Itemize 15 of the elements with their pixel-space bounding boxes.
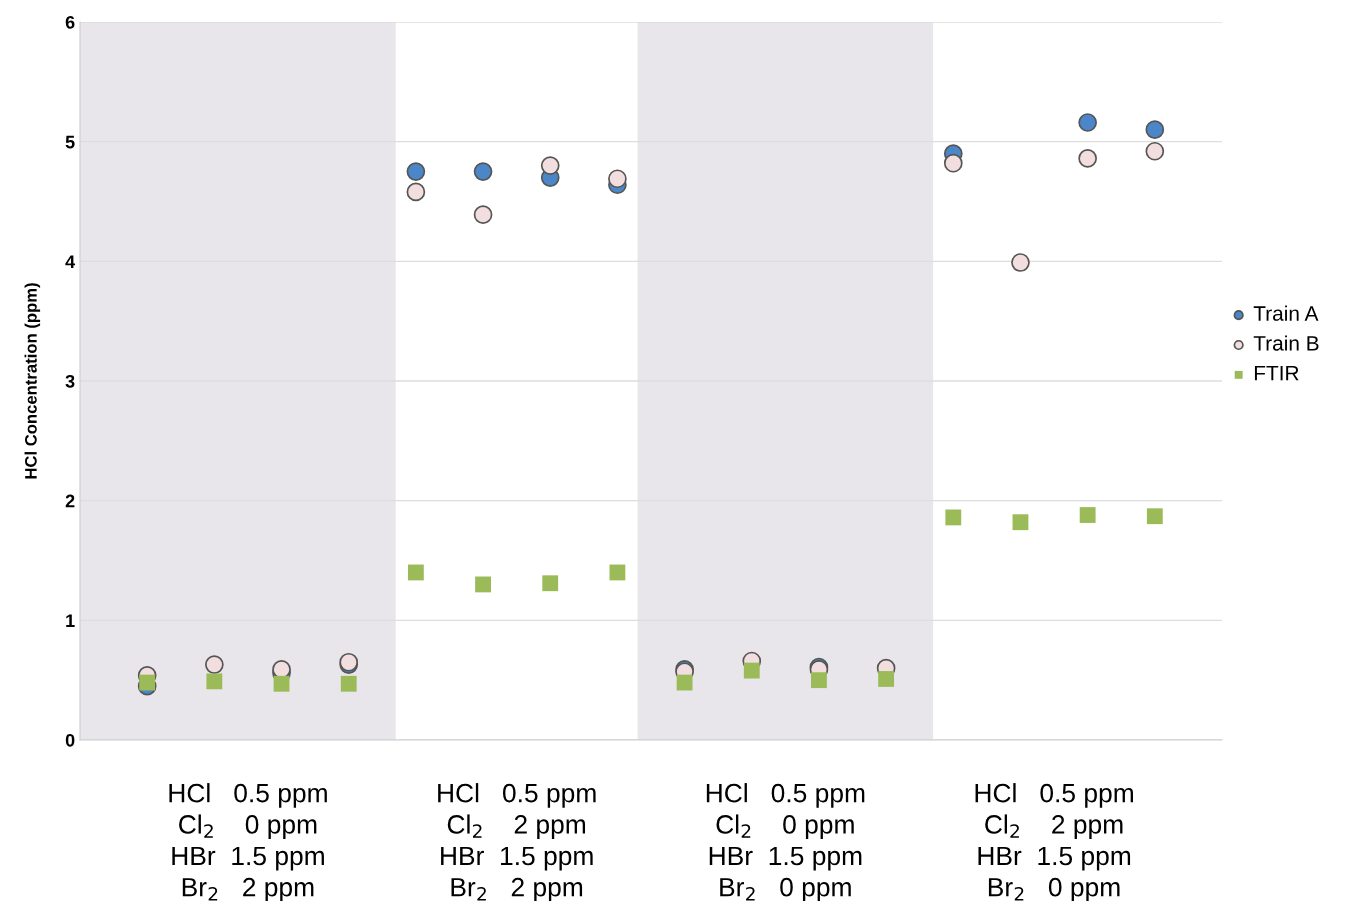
y-tick-label: 0 [65, 733, 75, 747]
legend-label: Train B [1253, 335, 1319, 351]
y-tick-label: 6 [65, 15, 75, 29]
y-tick-label: 1 [66, 614, 75, 627]
text: HCl 0.5 ppm Cl$_{2}$ 2 ppm HBr 1.5 ppm Br$_{2}$ 0 ppm [975, 783, 1133, 901]
text: HCl 0.5 ppm Cl$_{2}$ 2 ppm HBr 1.5 ppm Br$_{2}$ 2 ppm [438, 783, 596, 901]
y-axis-title: HCl Concentration (ppm) [24, 283, 41, 479]
y-tick-label: 3 [65, 374, 75, 388]
y-tick-label: 2 [65, 494, 75, 508]
y-tick-label: 5 [65, 135, 75, 149]
legend-label: Train A [1253, 305, 1319, 321]
y-tick-label: 4 [65, 255, 76, 268]
legend-label: FTIR [1254, 365, 1299, 381]
text: HCl 0.5 ppm Cl$_{2}$ 0 ppm HBr 1.5 ppm Br$_{2}$ 0 ppm [706, 783, 865, 901]
text: HCl 0.5 ppm Cl$_{2}$ 0 ppm HBr 1.5 ppm Br$_{2}$ 2 ppm [169, 783, 327, 901]
